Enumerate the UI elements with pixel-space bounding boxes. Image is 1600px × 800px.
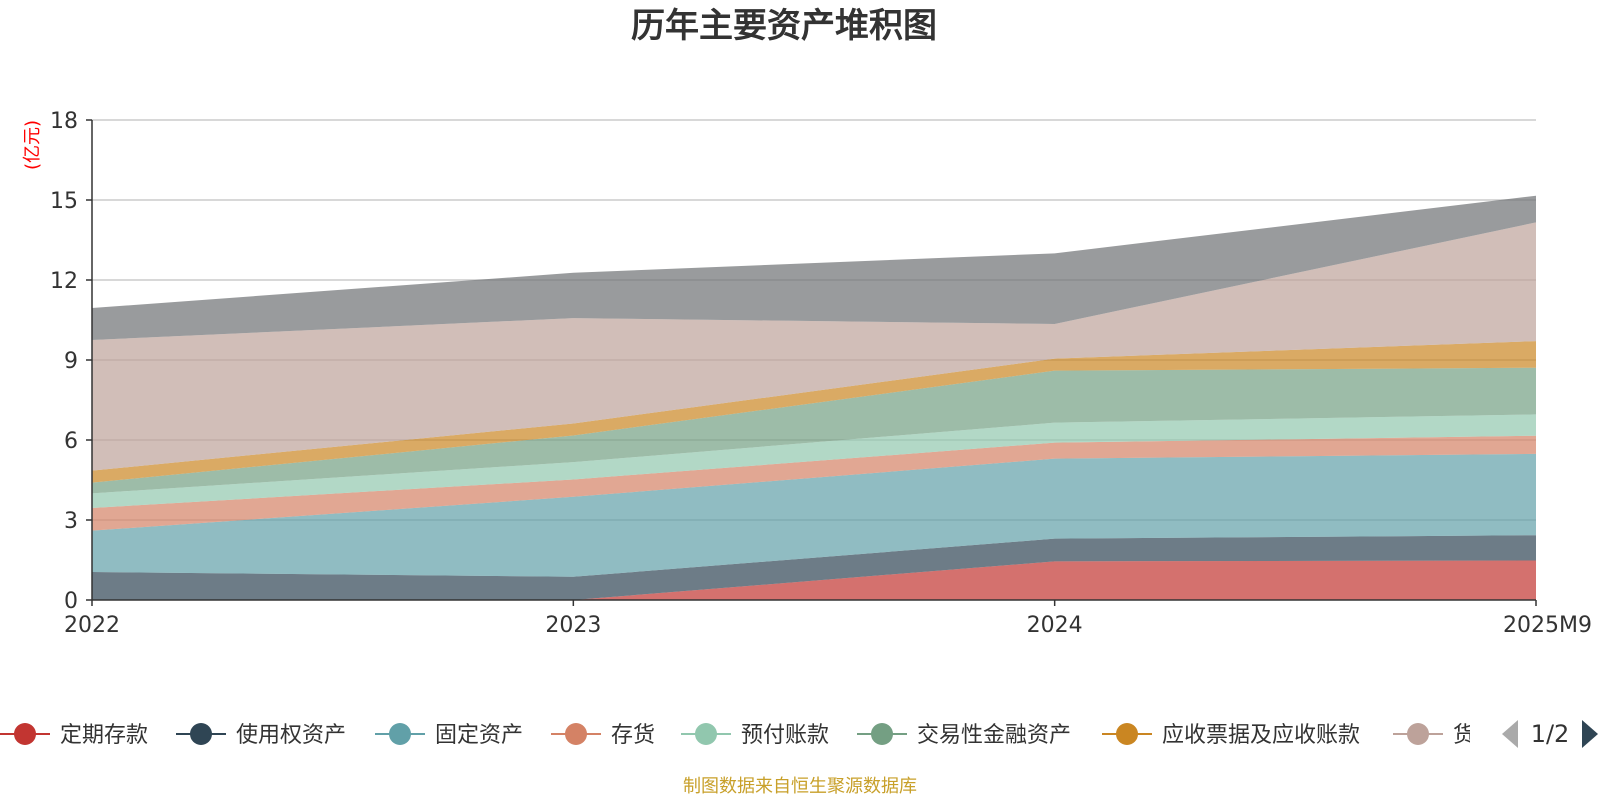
x-tick-label-1: 2023: [545, 613, 601, 638]
legend-item-6[interactable]: 应收票据及应收账款: [1102, 723, 1360, 748]
legend-item-2[interactable]: 固定资产: [375, 723, 523, 748]
chart-title: 历年主要资产堆积图: [631, 6, 937, 46]
legend-marker-2: [389, 723, 411, 745]
x-tick-label-0: 2022: [64, 613, 120, 638]
area-series-3[interactable]: [92, 435, 1536, 531]
legend-item-4[interactable]: 预付账款: [681, 723, 829, 748]
legend-label-7: 货: [1453, 723, 1475, 748]
legend-marker-0: [14, 723, 36, 745]
y-tick-label-4: 12: [50, 269, 78, 294]
legend-label-5: 交易性金融资产: [917, 723, 1071, 748]
legend-prev-page-icon[interactable]: [1502, 720, 1518, 748]
data-source-note: 制图数据来自恒生聚源数据库: [683, 776, 917, 797]
y-tick-label-3: 9: [64, 349, 78, 374]
y-tick-label-2: 6: [64, 429, 78, 454]
area-series-6[interactable]: [92, 341, 1536, 483]
legend-item-7[interactable]: 货: [1393, 723, 1475, 748]
y-tick-label-5: 15: [50, 189, 78, 214]
legend-item-3[interactable]: 存货: [551, 723, 655, 748]
legend-item-0[interactable]: 定期存款: [0, 723, 148, 748]
area-series-4[interactable]: [92, 414, 1536, 508]
area-series-5[interactable]: [92, 367, 1536, 494]
y-tick-label-6: 18: [50, 109, 78, 134]
legend-next-page-icon[interactable]: [1582, 720, 1598, 748]
legend-marker-7: [1407, 723, 1429, 745]
axes: 0 3 6 9 12 15 18 2022 2023 2024 2025M9: [50, 109, 1592, 638]
area-series-1[interactable]: [92, 535, 1536, 600]
legend-page-indicator: 1/2: [1531, 720, 1570, 748]
area-series-2[interactable]: [92, 453, 1536, 577]
y-tick-label-0: 0: [64, 589, 78, 614]
area-series-0[interactable]: [92, 560, 1536, 600]
legend-label-2: 固定资产: [435, 723, 523, 748]
y-axis-unit-label: (亿元): [22, 120, 43, 170]
legend-label-4: 预付账款: [741, 723, 829, 748]
legend-label-6: 应收票据及应收账款: [1162, 723, 1360, 748]
x-tick-label-2: 2024: [1027, 613, 1083, 638]
legend-marker-6: [1116, 723, 1138, 745]
area-series-layer: [92, 195, 1536, 600]
legend-marker-1: [190, 723, 212, 745]
legend-label-0: 定期存款: [60, 723, 148, 748]
legend-pager: 1/2: [1502, 720, 1598, 748]
legend-marker-5: [871, 723, 893, 745]
legend-marker-3: [565, 723, 587, 745]
legend-label-1: 使用权资产: [236, 723, 346, 748]
legend-label-3: 存货: [611, 723, 655, 748]
legend-item-1[interactable]: 使用权资产: [176, 723, 346, 748]
area-series-7[interactable]: [92, 222, 1536, 471]
y-tick-label-1: 3: [64, 509, 78, 534]
x-tick-label-3: 2025M9: [1503, 613, 1592, 638]
area-series-8[interactable]: [92, 195, 1536, 340]
legend-marker-4: [695, 723, 717, 745]
legend: 定期存款 使用权资产 固定资产 存货 预付账款 交易性金融资产 应收票据及应收账款 货: [0, 723, 1475, 748]
legend-item-5[interactable]: 交易性金融资产: [857, 723, 1071, 748]
